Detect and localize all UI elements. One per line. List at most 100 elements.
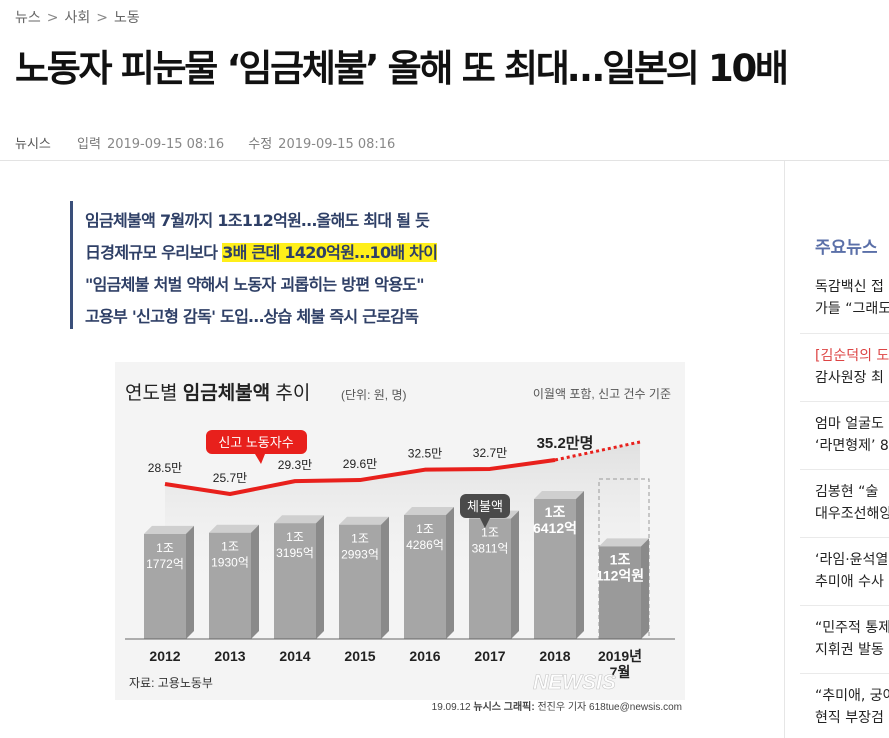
sidebar-item-divider bbox=[800, 401, 889, 402]
x-tick-label: 2015 bbox=[344, 648, 375, 664]
edit-time: 2019-09-15 08:16 bbox=[278, 137, 396, 152]
bar bbox=[339, 524, 381, 639]
article-title: 노동자 피눈물 ‘임금체불’ 올해 또 최대…일본의 10배 bbox=[15, 47, 789, 90]
chart-title-a: 연도별 bbox=[125, 382, 183, 404]
x-tick-label: 7월 bbox=[610, 664, 631, 680]
bar-value-label: 3811억 bbox=[472, 542, 509, 556]
bar bbox=[144, 533, 186, 639]
bar bbox=[209, 532, 251, 639]
x-tick-label: 2019년 bbox=[598, 648, 642, 664]
newsis-watermark: NEWSIS bbox=[533, 671, 616, 694]
x-tick-label: 2017 bbox=[474, 648, 505, 664]
sidebar-item-divider bbox=[800, 673, 889, 674]
breadcrumb-separator: > bbox=[46, 10, 59, 26]
bar-top-face bbox=[599, 538, 649, 547]
line-value-label: 25.7만 bbox=[213, 471, 247, 485]
chart-credit-author: 전진우 기자 618tue@newsis.com bbox=[535, 701, 682, 713]
sidebar-item-divider bbox=[800, 333, 889, 334]
sidebar-news-line-1: 독감백신 접 bbox=[815, 279, 884, 295]
sidebar-news-line-1: 김봉현 “술 bbox=[815, 484, 879, 500]
bar-side-face bbox=[381, 516, 389, 639]
breadcrumb: 뉴스 > 사회 > 노동 bbox=[15, 7, 140, 27]
bar-top-face bbox=[209, 524, 259, 533]
input-time: 2019-09-15 08:16 bbox=[106, 137, 225, 152]
bar bbox=[274, 523, 316, 639]
legend-badge-bar: 체불액 bbox=[460, 494, 510, 528]
chart-figure: 1조 1772억 2012 1조 1930억 2013 1조 3195억 2014 1조 2993억… bbox=[115, 362, 685, 718]
chart-source: 자료: 고용노동부 bbox=[129, 676, 213, 690]
bar-top-face bbox=[534, 491, 584, 499]
bar-side-face bbox=[251, 524, 259, 639]
article-meta: 뉴시스 입력 2019-09-15 08:16 수정 2019-09-15 08:1… bbox=[15, 133, 395, 152]
bar-value-label: 1조 bbox=[610, 551, 631, 567]
bar-side-face bbox=[316, 515, 324, 639]
line-value-label: 28.5만 bbox=[148, 461, 182, 475]
sidebar-news-line-1: “추미애, 궁여 bbox=[815, 688, 889, 704]
sidebar-news-line-2: 추미애 수사 bbox=[815, 574, 884, 590]
chart-svg: 1조 1772억 2012 1조 1930억 2013 1조 3195억 2014 1조 2993억… bbox=[125, 382, 682, 713]
x-tick-label: 2013 bbox=[214, 648, 245, 664]
x-tick-label: 2016 bbox=[409, 648, 440, 664]
x-tick-label: 2012 bbox=[149, 648, 180, 664]
bar-side-face bbox=[186, 525, 194, 639]
bar-side-face bbox=[641, 538, 649, 639]
sidebar-news-line-2: ‘라면형제’ 8 bbox=[815, 438, 889, 454]
breadcrumb-news[interactable]: 뉴스 bbox=[15, 10, 41, 26]
bar-value-label: 1조 bbox=[545, 504, 566, 520]
subtitle-highlight: 3배 큰데 1420억원…10배 차이 bbox=[222, 243, 438, 262]
x-tick-label: 2018 bbox=[539, 648, 570, 664]
subtitle-line-1: 임금체불액 7월까지 1조112억원…올해도 최대 될 듯 bbox=[85, 211, 430, 230]
line-value-label: 32.7만 bbox=[473, 446, 507, 460]
sidebar-news-item[interactable]: “민주적 통제 지휘권 발동 bbox=[815, 617, 889, 661]
sidebar-news-item[interactable]: 김봉현 “술 대우조선해양 bbox=[815, 481, 889, 525]
sidebar-item-divider bbox=[800, 537, 889, 538]
chart-title-b: 임금체불액 bbox=[183, 382, 270, 404]
bar-value-label: 1772억 bbox=[146, 557, 184, 571]
subtitle-line-2-text: 日경제규모 우리보다 bbox=[85, 243, 223, 262]
sidebar-news-line-2: 현직 부장검 bbox=[815, 710, 884, 726]
legend-badge-bar-label: 체불액 bbox=[467, 499, 503, 514]
bar-value-label: 3195억 bbox=[276, 546, 314, 560]
sidebar-news-line-2: 대우조선해양 bbox=[815, 506, 889, 522]
bar-value-label: 1조 bbox=[156, 541, 174, 555]
bar-side-face bbox=[576, 491, 584, 639]
bar-side-face bbox=[446, 506, 454, 639]
article-source[interactable]: 뉴시스 bbox=[15, 137, 51, 152]
line-value-label: 32.5만 bbox=[408, 447, 442, 461]
article-subtitles: 임금체불액 7월까지 1조112억원…올해도 최대 될 듯 日경제규모 우리보다… bbox=[70, 201, 493, 329]
bar-value-label: 1조 bbox=[286, 530, 304, 544]
chart-credit-date: 19.09.12 bbox=[432, 702, 474, 713]
sidebar-news-line-2: 감사원장 최 bbox=[815, 370, 884, 386]
legend-badge-line: 신고 노동자수 bbox=[206, 430, 307, 464]
bar-value-label: 1조 bbox=[221, 540, 239, 554]
sidebar-news-line-2: 가들 “그래도 bbox=[815, 301, 889, 317]
breadcrumb-labor[interactable]: 노동 bbox=[114, 10, 140, 26]
breadcrumb-society[interactable]: 사회 bbox=[64, 10, 91, 26]
breadcrumb-separator: > bbox=[96, 10, 108, 26]
bar-value-label: 1930억 bbox=[211, 556, 249, 570]
line-projection bbox=[554, 440, 641, 462]
bar bbox=[469, 518, 511, 639]
bar-top-face bbox=[339, 516, 389, 525]
bar-side-face bbox=[511, 510, 519, 639]
subtitle-line-3: "임금체불 처벌 약해서 노동자 괴롭히는 방편 악용도" bbox=[85, 275, 425, 294]
line-value-label: 29.6만 bbox=[343, 457, 377, 471]
bar-value-label: 6412억 bbox=[533, 520, 577, 536]
header-divider bbox=[0, 160, 889, 161]
bar-value-label: 1조 bbox=[481, 526, 499, 540]
bar-top-face bbox=[404, 506, 454, 515]
bar-top-face bbox=[144, 525, 194, 534]
chart-credit-org: 뉴시스 그래픽: bbox=[473, 700, 534, 713]
sidebar-news-line-1: [김순덕의 도 bbox=[815, 348, 889, 364]
subtitle-line-4: 고용부 '신고형 감독' 도입…상습 체불 즉시 근로감독 bbox=[85, 307, 419, 326]
bar bbox=[404, 514, 446, 639]
chart-credit: 19.09.12 뉴시스 그래픽: 전진우 기자 618tue@newsis.c… bbox=[432, 700, 682, 713]
bar-value-label: 2993억 bbox=[341, 548, 379, 562]
sidebar-news-item[interactable]: ‘라임·윤석열 추미애 수사 bbox=[815, 549, 888, 593]
sidebar-news-item[interactable]: 엄마 얼굴도 ‘라면형제’ 8 bbox=[815, 413, 889, 457]
edit-label: 수정 bbox=[248, 137, 273, 152]
x-tick-label: 2014 bbox=[279, 648, 310, 664]
